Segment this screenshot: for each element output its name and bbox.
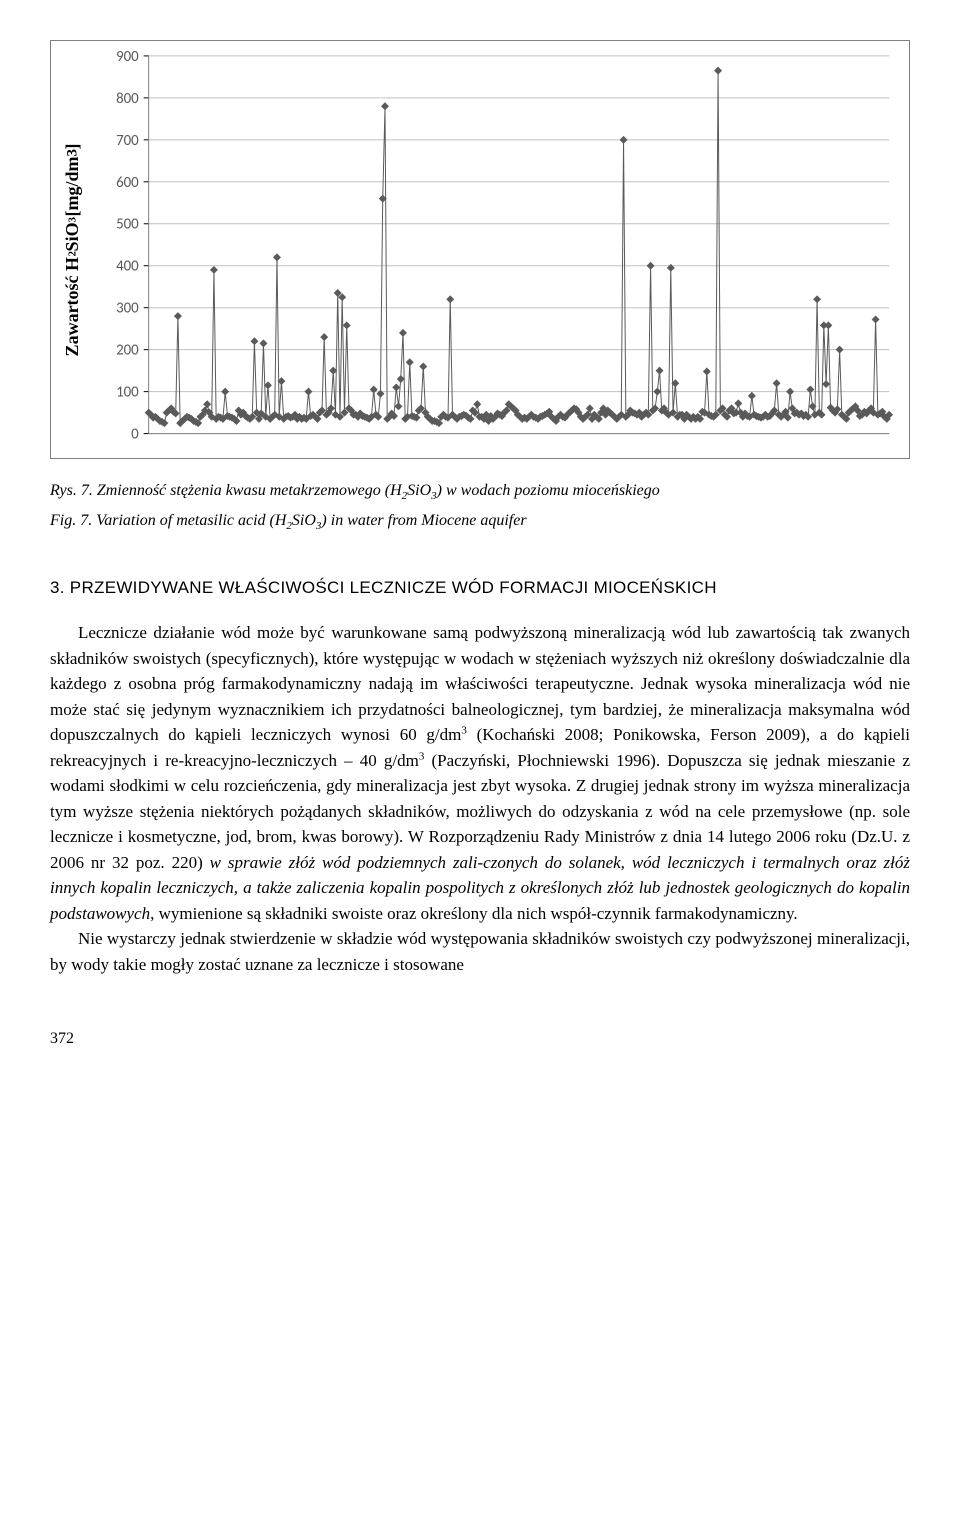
chart-svg: 0 100 200 300 400 500 600 700 800 900 (94, 41, 909, 458)
figure-caption-pl: Rys. 7. Zmienność stężenia kwasu metakrz… (50, 479, 910, 505)
svg-text:200: 200 (116, 342, 139, 360)
svg-text:100: 100 (116, 384, 139, 402)
svg-text:300: 300 (116, 300, 139, 318)
body-paragraph-1: Lecznicze działanie wód może być warunko… (50, 620, 910, 926)
body-paragraph-2: Nie wystarczy jednak stwierdzenie w skła… (50, 926, 910, 977)
svg-text:400: 400 (116, 258, 139, 276)
chart-container: Zawartość H2SiO3 [mg/dm3] 0 100 200 300 400 5… (50, 40, 910, 459)
page-number: 372 (50, 1027, 910, 1051)
svg-text:800: 800 (116, 90, 139, 108)
chart-inner: Zawartość H2SiO3 [mg/dm3] 0 100 200 300 400 5… (51, 41, 909, 458)
svg-text:0: 0 (131, 426, 139, 444)
section-heading: 3. PRZEWIDYWANE WŁAŚCIWOŚCI LECZNICZE WÓ… (50, 575, 910, 601)
svg-text:700: 700 (116, 132, 139, 150)
svg-text:600: 600 (116, 174, 139, 192)
figure-caption-en: Fig. 7. Variation of metasilic acid (H2S… (50, 509, 910, 535)
y-axis-label: Zawartość H2SiO3 [mg/dm3] (51, 41, 94, 458)
svg-text:900: 900 (116, 48, 139, 66)
svg-text:500: 500 (116, 216, 139, 234)
